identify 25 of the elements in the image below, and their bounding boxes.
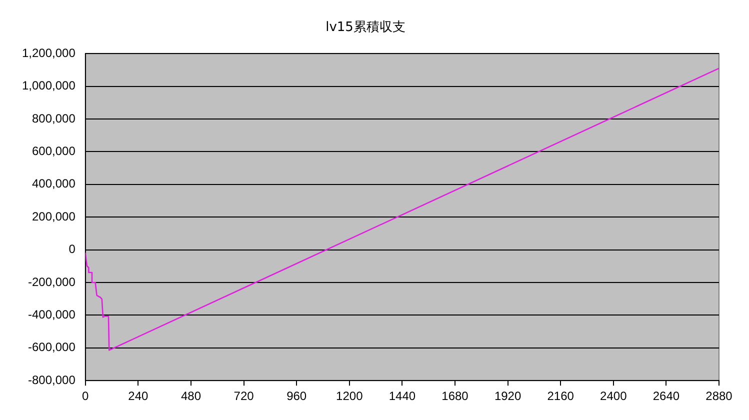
x-tick-label: 2880 <box>706 389 733 404</box>
x-tick-label: 1440 <box>388 389 416 404</box>
chart-title: lv15累積収支 <box>326 20 406 36</box>
x-tick-label: 960 <box>286 389 307 404</box>
x-tick-label: 0 <box>82 389 90 404</box>
y-tick-label: 400,000 <box>32 176 76 191</box>
x-tick-label: 2160 <box>547 389 574 404</box>
x-tick-label: 1680 <box>442 389 469 404</box>
x-tick-label: 720 <box>234 389 254 404</box>
y-tick-label: 1,000,000 <box>22 78 76 93</box>
y-tick-label: -400,000 <box>28 308 76 322</box>
x-tick-label: 2400 <box>600 389 628 404</box>
y-tick-label: 1,200,000 <box>22 46 76 60</box>
y-tick-label: 0 <box>68 242 76 256</box>
y-tick-label: 600,000 <box>32 144 76 158</box>
x-tick-label: 480 <box>180 389 202 404</box>
y-tick-label: -200,000 <box>28 274 76 289</box>
x-tick-label: 1200 <box>336 389 364 404</box>
y-tick-label: 200,000 <box>32 209 76 224</box>
y-tick-label: 800,000 <box>32 111 76 126</box>
y-tick-label: -800,000 <box>28 372 76 387</box>
x-tick-label: 2640 <box>652 389 680 404</box>
x-tick-label: 240 <box>128 389 149 404</box>
x-tick-label: 1920 <box>494 389 522 404</box>
y-tick-label: -600,000 <box>28 340 76 354</box>
